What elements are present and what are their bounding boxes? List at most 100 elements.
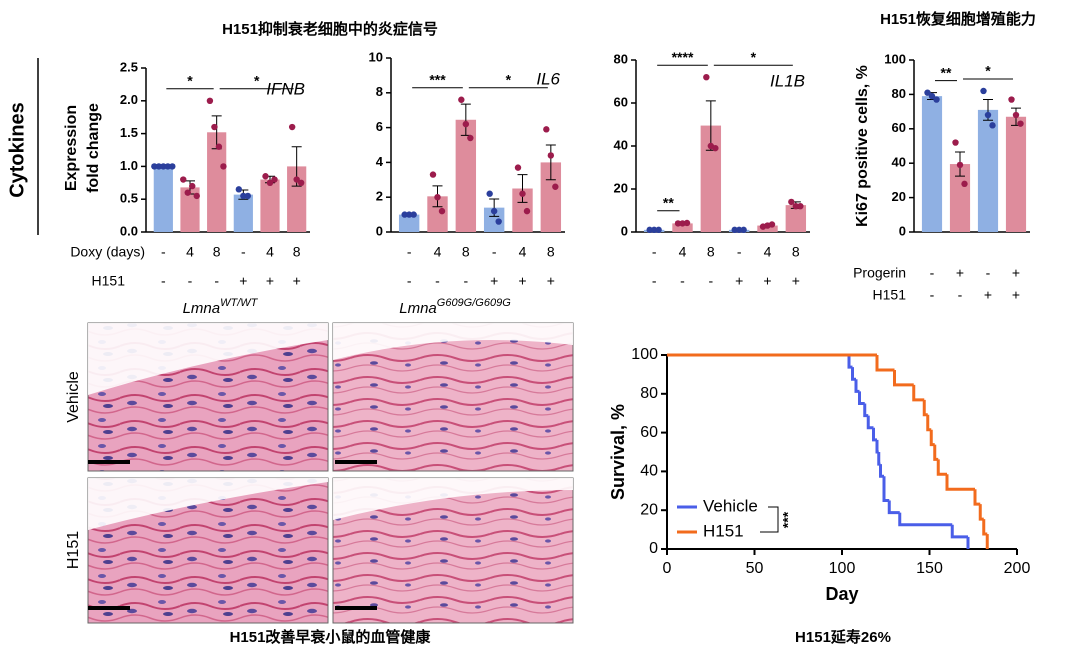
y-tick-label: 4 [376,154,384,169]
x-tick-label: - [188,273,193,289]
x-tick-label: 0 [663,560,672,577]
data-point [262,173,269,180]
data-point [164,163,172,170]
survival-step [898,512,953,527]
significance-label: *** [429,71,446,87]
data-point [438,207,446,215]
y-tick-label: 1.5 [120,125,138,140]
x-tick-label: 8 [707,244,715,260]
x-tick-label: + [518,273,526,289]
bar [1005,116,1027,232]
panel-title: H151恢复细胞增殖能力 [880,10,1036,28]
y-tick-label: 0 [649,540,658,557]
y-tick-label: 60 [640,424,658,441]
x-tick-label: + [984,287,992,303]
x-tick-label: + [956,265,964,281]
significance-label: * [751,49,757,65]
survival-step [933,444,939,461]
data-point [434,194,441,201]
data-point [646,226,653,234]
x-tick-label: + [1012,287,1020,303]
x-tick-label: + [735,273,743,289]
data-point [410,211,417,218]
x-tick-label: + [239,273,247,289]
data-point [731,226,738,234]
y-tick-label: 2.0 [120,92,138,107]
x-tick-label: - [407,273,412,289]
data-point [169,163,176,170]
x-tick-label: 4 [764,244,772,260]
error-bar [545,144,556,181]
data-point [184,189,191,196]
x-tick-label: + [763,273,771,289]
bar [153,166,173,232]
data-point [189,182,196,190]
data-point [956,161,964,169]
data-point [523,207,531,215]
bar [427,196,448,232]
significance-bracket [760,506,779,533]
y-tick-label: 2 [376,189,383,204]
data-point [655,226,662,234]
y-tick-label: 0 [376,223,383,238]
bar [260,179,280,232]
row-label: Progerin [853,265,906,281]
x-tick-label: 4 [519,244,527,260]
significance-label: * [506,71,512,87]
bar [785,205,807,232]
x-tick-label: - [214,273,219,289]
error-bar [517,174,528,203]
significance-label: *** [780,511,796,528]
panel-title: H151改善早衰小鼠的血管健康 [230,628,432,646]
data-point [547,152,555,159]
bar [233,194,253,232]
data-point [244,192,252,200]
significance-label: * [254,73,260,89]
data-point [235,186,243,193]
y-tick-label: 1.0 [120,158,138,173]
y-axis-label: Ki67 positive cells, % [854,65,871,227]
data-point [160,163,167,170]
data-point [552,183,559,190]
x-tick-label: 200 [1004,560,1031,577]
legend-label: H151 [703,521,744,540]
data-point [462,120,470,128]
x-tick-label: 4 [186,244,194,260]
data-point [193,192,200,200]
x-tick-label: - [241,244,246,260]
survival-step [875,355,895,372]
x-tick-label: - [161,244,166,260]
data-point [952,139,959,146]
genotype-sup: G609G/G609G [437,297,511,309]
data-point [712,144,719,152]
data-point [797,203,804,210]
y-tick-label: 60 [892,120,906,135]
data-point [240,192,247,200]
gene-label: IL1B [770,71,805,90]
bar [672,223,693,232]
y-tick-label: 0.0 [120,223,138,238]
significance-label: ** [941,64,952,80]
y-axis-label: Survival, % [608,404,628,500]
x-tick-label: + [1012,265,1020,281]
survival-step [926,414,932,432]
data-point [297,179,305,186]
x-tick-label: 8 [547,244,555,260]
data-point [740,226,747,234]
bar [483,207,505,232]
genotype-label: LmnaG609G/G609G [399,297,511,317]
y-tick-label: 60 [614,94,628,109]
x-tick-label: + [266,273,274,289]
genotype-base: Lmna [183,300,221,317]
genotype-label: LmnaWT/WT [183,297,259,317]
lumen [333,478,573,520]
data-point [989,122,996,129]
survival-step [887,500,900,515]
x-tick-label: 8 [293,244,301,260]
data-point [467,134,474,142]
gene-label: IL6 [536,69,560,88]
y-tick-label: 20 [614,180,628,195]
y-tick-label: 20 [892,189,906,204]
bar [455,119,477,232]
data-point [206,97,214,105]
